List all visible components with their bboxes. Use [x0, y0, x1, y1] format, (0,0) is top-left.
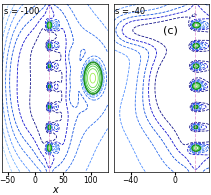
X-axis label: x: x [52, 185, 58, 195]
Text: s = -100: s = -100 [4, 7, 40, 16]
Text: s = -40: s = -40 [115, 7, 145, 16]
Text: (c): (c) [163, 26, 178, 36]
